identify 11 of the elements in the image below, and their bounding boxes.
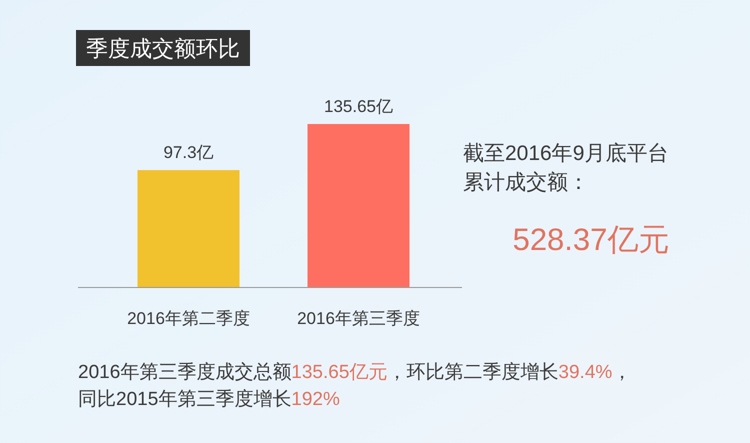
x-tick-label: 2016年第三季度: [297, 309, 420, 328]
data-label: 135.65亿: [324, 97, 393, 116]
title: 季度成交额环比: [76, 30, 250, 66]
x-tick-label: 2016年第二季度: [127, 309, 250, 328]
text: 2016年第三季度成交总额135.65亿元，环比第二季度增长39.4%，: [78, 361, 632, 383]
text: 累计成交额：: [463, 171, 589, 194]
text: 528.37亿元: [512, 222, 670, 257]
data-label: 97.3亿: [163, 143, 214, 162]
chart-title: 季度成交额环比: [86, 36, 240, 61]
text: 截至2016年9月底平台: [463, 142, 668, 165]
text: 同比2015年第三季度增长192%: [78, 388, 340, 410]
